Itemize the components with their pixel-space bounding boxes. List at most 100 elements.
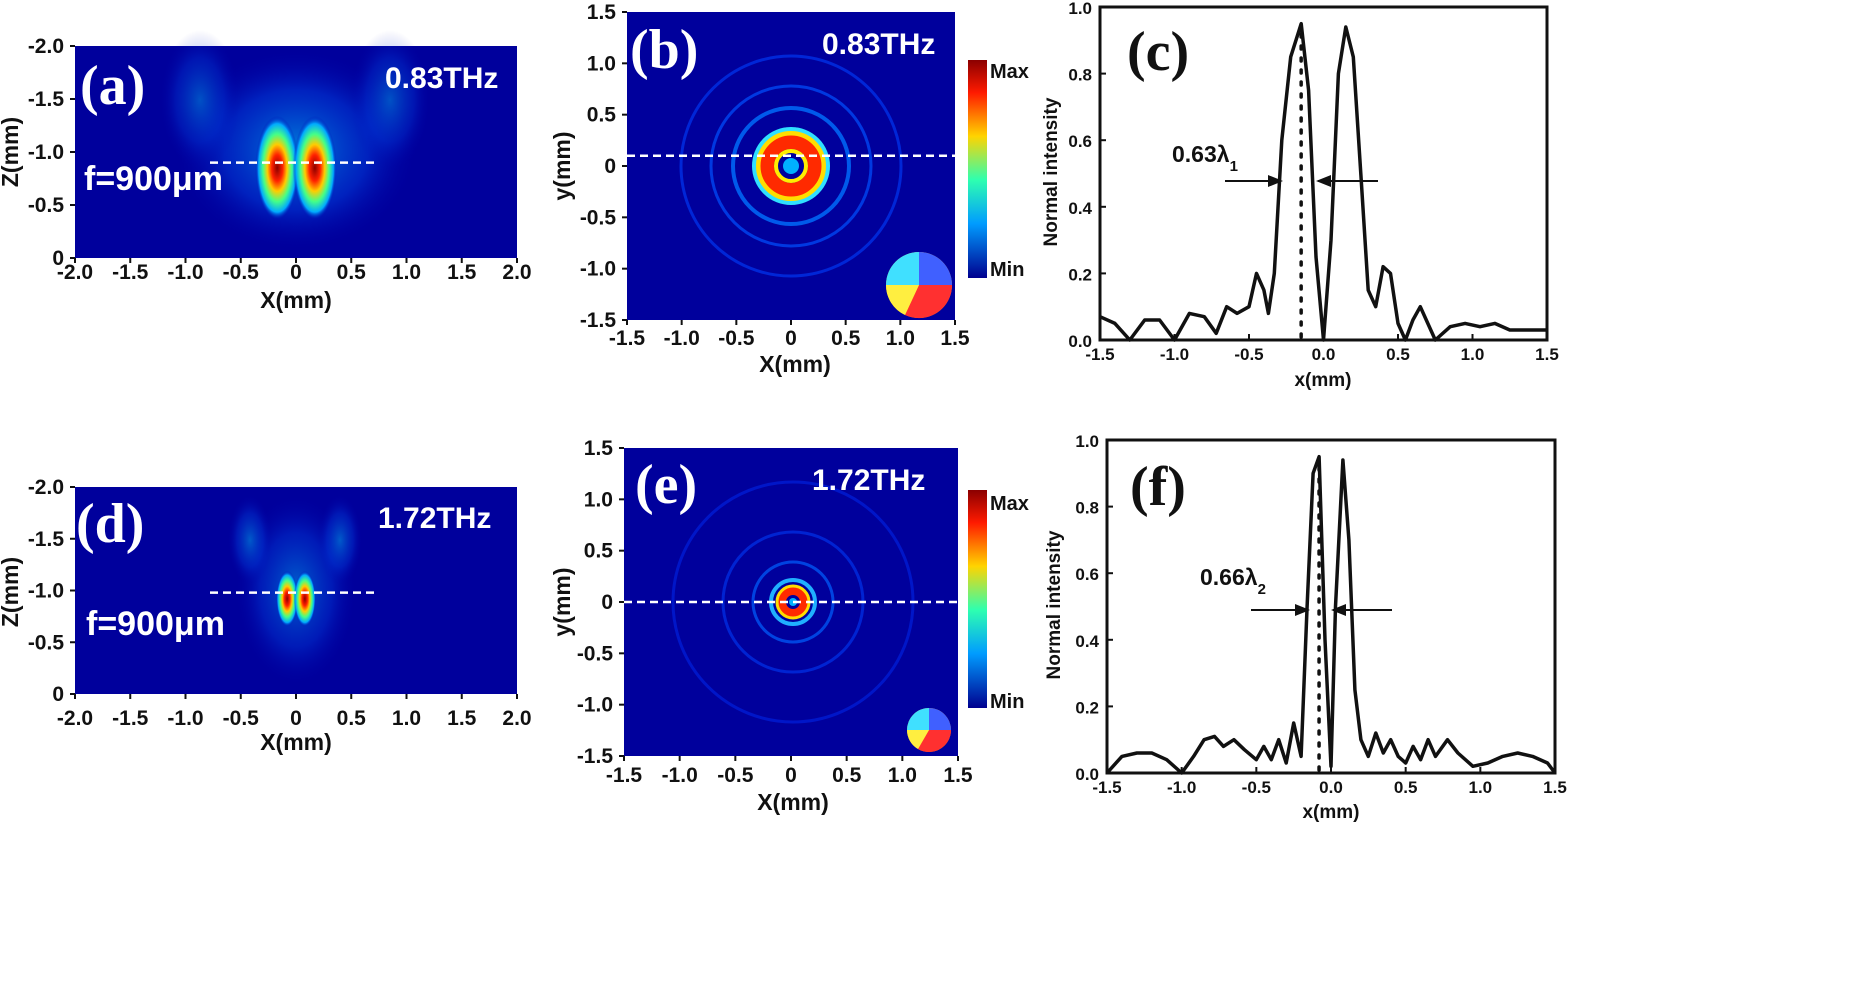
panel-a-ytick-label: -0.5 [28,194,65,217]
panel-b-xtick-label: 1.0 [886,327,915,350]
panel-a-xtick-label: 0.5 [337,261,367,284]
panel-c-xtick-label: -1.0 [1160,345,1189,364]
panel-d-xtick-label: -1.0 [167,707,203,730]
panel-d-xtick-label: 1.5 [447,707,477,730]
panel-a-xtick-label: 2.0 [502,261,531,284]
panel-d-xtick-label: 2.0 [502,707,531,730]
panel-c-xtick-label: 1.0 [1461,345,1485,364]
panel-a-lobe-right [292,115,337,220]
panel-d-y-ticks: -2.0 -1.5 -1.0 -0.5 0 [28,476,75,706]
panel-a-x-ticks: -2.0 -1.5 -1.0 -0.5 0 0.5 1.0 1.5 2.0 [57,258,532,284]
panel-a-ytick-label: -1.0 [28,141,64,164]
panel-b-ytick-label: 1.0 [587,52,616,75]
panel-e-ytick-label: -1.5 [577,745,614,768]
panel-b-xtick-label: 1.5 [940,327,970,350]
panel-e-x-ticks: -1.5 -1.0 -0.5 0 0.5 1.0 1.5 [606,756,973,787]
panel-f-xlabel: x(mm) [1302,802,1359,823]
panel-b-xtick-label: -1.5 [609,327,646,350]
panel-b-label: (b) [630,19,698,81]
panel-f-label: (f) [1130,456,1186,518]
panel-a-field [160,30,430,250]
panel-a-xtick-label: -0.5 [223,261,260,284]
panel-d-frequency: 1.72THz [378,502,491,535]
panel-f-ytick-label: 1.0 [1075,432,1099,451]
panel-c-x-ticks: -1.5 -1.0 -0.5 0.0 0.5 1.0 1.5 [1085,334,1559,364]
panel-a-xtick-label: -2.0 [57,261,93,284]
panel-f-xtick-label: 0.5 [1394,778,1418,797]
panel-f-annotation: 0.66λ2 [1200,564,1266,598]
panel-b-ylabel: y(mm) [549,131,575,200]
panel-d-xtick-label: -1.5 [112,707,149,730]
panel-c-ytick-label: 0.2 [1068,265,1092,284]
panel-d-ytick-label: -1.0 [28,580,64,603]
panel-d-xtick-label: -2.0 [57,707,93,730]
panel-e-xtick-label: 0 [785,764,797,787]
panel-b-ytick-label: 1.5 [587,1,617,24]
panel-a-xtick-label: 1.0 [392,261,421,284]
panel-e-frequency: 1.72THz [812,464,925,497]
panel-f-intensity-curve [1105,454,1557,775]
panel-d-field [228,495,362,685]
panel-e-ytick-label: 1.0 [584,488,613,511]
panel-d-x-ticks: -2.0 -1.5 -1.0 -0.5 0 0.5 1.0 1.5 2.0 [57,694,532,730]
panel-b-y-ticks: 1.5 1.0 0.5 0 -0.5 -1.0 -1.5 [580,1,627,332]
panel-e-ytick-label: 1.5 [584,437,614,460]
panel-b-xtick-label: -0.5 [718,327,755,350]
panel-f-width-arrows [1251,604,1392,616]
panel-c-xtick-label: 0.0 [1312,345,1336,364]
panel-a-xtick-label: 1.5 [447,261,477,284]
panel-b-phase-inset [885,252,953,319]
panel-b-xtick-label: 0.5 [831,327,861,350]
panel-a-ytick-label: -1.5 [28,88,65,111]
panel-e-ytick-label: 0.5 [584,540,614,563]
panel-e-ytick-label: -0.5 [577,642,614,665]
panel-e-colorbar-min: Min [990,691,1024,713]
panel-a-ytick-label: 0 [52,247,64,270]
panel-f-ytick-label: 0.4 [1075,632,1099,651]
panel-c-ylabel: Normal intensity [1041,97,1062,246]
panel-c-xtick-label: -0.5 [1234,345,1263,364]
panel-d-lobe-left [276,570,299,627]
panel-b-colorbar [968,60,987,278]
panel-c: 0.63λ1 -1.5 -1.0 -0.5 0.0 0.5 1.0 1.5 0.00.20.… [1041,0,1559,391]
panel-e-xtick-label: 1.0 [888,764,917,787]
panel-e-xtick-label: 0.5 [832,764,862,787]
panel-c-ytick-label: 0.8 [1068,66,1092,85]
panel-b-ytick-label: -1.5 [580,309,617,332]
panel-c-xtick-label: -1.5 [1085,345,1114,364]
panel-a-frequency: 0.83THz [385,62,498,95]
panel-f-y-ticks: 0.0 0.2 0.4 0.6 0.8 1.0 [1075,432,1113,784]
panel-b-colorbar-max: Max [990,61,1029,83]
panel-e-xlabel: X(mm) [757,789,829,815]
panel-a: -2.0 -1.5 -1.0 -0.5 0 0.5 1.0 1.5 2.0 -2.0 -1.5 -1… [0,30,532,313]
panel-a-ytick-label: -2.0 [28,35,64,58]
panel-e-colorbar-max: Max [990,493,1029,515]
panel-b-x-ticks: -1.5 -1.0 -0.5 0 0.5 1.0 1.5 [609,320,970,350]
panel-e-xtick-label: -1.5 [606,764,643,787]
panel-f-xtick-label: -1.0 [1167,778,1196,797]
panel-a-label: (a) [80,55,145,117]
panel-d-xtick-label: 0.5 [337,707,367,730]
panel-e-ytick-label: -1.0 [577,694,613,717]
panel-c-intensity-curve [1099,21,1547,342]
panel-d-ylabel: Z(mm) [0,557,23,627]
panel-e-colorbar [968,490,987,708]
panel-d-xtick-label: 1.0 [392,707,421,730]
panel-a-lobe-left [255,115,300,220]
panel-f-xtick-label: -0.5 [1242,778,1271,797]
panel-b-xtick-label: -1.0 [664,327,700,350]
panel-b-ytick-label: 0.5 [587,104,617,127]
panel-f-xtick-label: 1.0 [1469,778,1493,797]
panel-e-label: (e) [635,454,697,516]
panel-e-ytick-label: 0 [601,591,613,614]
panel-c-y-ticks: 0.0 0.2 0.4 0.6 0.8 1.0 [1068,0,1106,351]
panel-a-xtick-label: 0 [290,261,302,284]
panel-f-xtick-label: 0.0 [1319,778,1343,797]
panel-b-frequency: 0.83THz [822,28,935,61]
panel-a-ylabel: Z(mm) [0,117,23,187]
panel-d-xlabel: X(mm) [260,729,332,755]
panel-f-ytick-label: 0.0 [1075,765,1099,784]
panel-e-phase-inset [907,708,951,752]
panel-e-ylabel: y(mm) [549,567,575,636]
